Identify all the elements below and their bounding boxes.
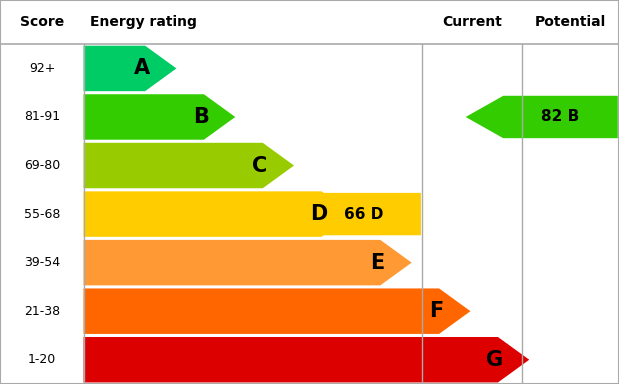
Text: Current: Current (442, 15, 502, 29)
Polygon shape (465, 96, 618, 138)
Text: 69-80: 69-80 (24, 159, 60, 172)
Polygon shape (84, 191, 353, 237)
Text: D: D (310, 204, 327, 224)
Text: 55-68: 55-68 (24, 208, 60, 220)
Polygon shape (84, 94, 235, 140)
Text: 21-38: 21-38 (24, 305, 60, 318)
Polygon shape (84, 288, 470, 334)
Text: 81-91: 81-91 (24, 111, 60, 124)
Text: F: F (429, 301, 443, 321)
Text: Potential: Potential (535, 15, 606, 29)
Polygon shape (84, 240, 412, 285)
Text: E: E (370, 253, 384, 273)
Text: G: G (487, 350, 503, 370)
Text: Score: Score (20, 15, 64, 29)
Polygon shape (269, 193, 421, 235)
Text: 66 D: 66 D (344, 207, 383, 222)
Text: B: B (193, 107, 209, 127)
Text: 82 B: 82 B (542, 109, 579, 124)
Text: 92+: 92+ (29, 62, 55, 75)
Text: C: C (252, 156, 267, 175)
Text: Energy rating: Energy rating (90, 15, 197, 29)
Text: A: A (134, 58, 150, 78)
Polygon shape (84, 46, 176, 91)
Polygon shape (84, 143, 294, 188)
Polygon shape (84, 337, 529, 382)
Text: 39-54: 39-54 (24, 256, 60, 269)
Text: 1-20: 1-20 (28, 353, 56, 366)
